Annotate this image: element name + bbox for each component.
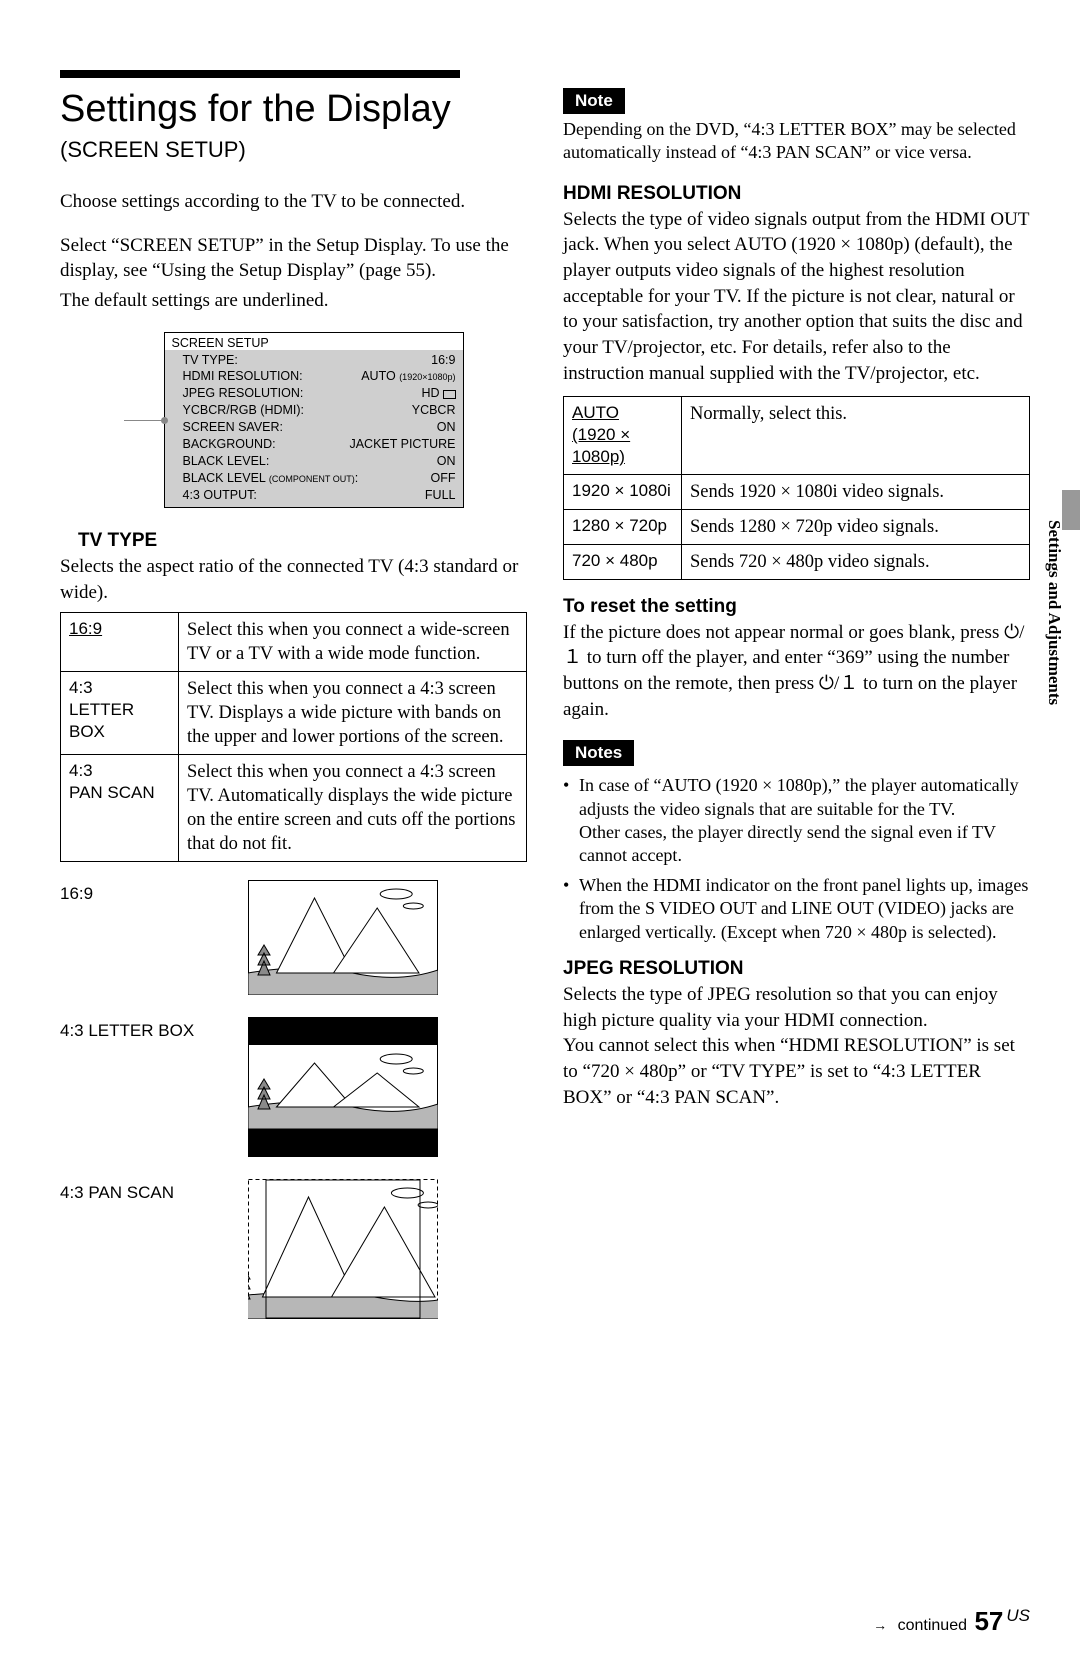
illustration-row: 16:9	[60, 880, 527, 995]
intro-paragraph-1: Choose settings according to the TV to b…	[60, 189, 527, 215]
menu-row: HDMI RESOLUTION:AUTO (1920×1080p)	[183, 368, 456, 385]
illustration-row: 4:3 LETTER BOX	[60, 1017, 527, 1157]
aspect-illustration	[248, 1017, 438, 1157]
continued-label: continued	[898, 1617, 967, 1634]
page-footer: continued 57US	[873, 1606, 1030, 1637]
hdmi-resolution-table: AUTO(1920 × 1080p)Normally, select this.…	[563, 396, 1030, 579]
table-row: 16:9Select this when you connect a wide-…	[61, 612, 527, 671]
hdmi-resolution-desc: Selects the type of video signals output…	[563, 207, 1030, 386]
menu-row: YCBCR/RGB (HDMI):YCBCR	[183, 402, 456, 419]
top-rule	[60, 70, 460, 78]
menu-row: 4:3 OUTPUT:FULL	[183, 487, 456, 504]
note-label: Note	[563, 88, 625, 114]
tv-type-heading: TV TYPE	[78, 530, 527, 552]
menu-row: BLACK LEVEL:ON	[183, 453, 456, 470]
notes-label: Notes	[563, 740, 634, 766]
illustration-label: 4:3 PAN SCAN	[60, 1179, 230, 1203]
illustration-label: 16:9	[60, 880, 230, 904]
reset-body: If the picture does not appear normal or…	[563, 620, 1030, 723]
table-row: 4:3PAN SCANSelect this when you connect …	[61, 754, 527, 861]
page-number: 57	[974, 1606, 1003, 1636]
tv-type-table: 16:9Select this when you connect a wide-…	[60, 612, 527, 862]
illustration-label: 4:3 LETTER BOX	[60, 1017, 230, 1041]
illustration-row: 4:3 PAN SCAN	[60, 1179, 527, 1319]
menu-row: JPEG RESOLUTION:HD	[183, 385, 456, 402]
page-title: Settings for the Display	[60, 88, 527, 131]
hdmi-resolution-heading: HDMI RESOLUTION	[563, 183, 1030, 205]
menu-row: BLACK LEVEL (COMPONENT OUT):OFF	[183, 470, 456, 487]
region-code: US	[1006, 1606, 1030, 1625]
menu-row: TV TYPE:16:9	[183, 352, 456, 369]
aspect-illustration	[248, 1179, 438, 1319]
jpeg-resolution-desc: Selects the type of JPEG resolution so t…	[563, 982, 1030, 1110]
aspect-illustration	[248, 880, 438, 995]
left-column: Settings for the Display (SCREEN SETUP) …	[60, 88, 527, 1341]
side-tab-label: Settings and Adjustments	[1044, 520, 1064, 705]
table-row: 4:3LETTERBOXSelect this when you connect…	[61, 671, 527, 754]
reset-heading: To reset the setting	[563, 596, 1030, 618]
menu-row: SCREEN SAVER:ON	[183, 419, 456, 436]
intro-paragraph-2: Select “SCREEN SETUP” in the Setup Displ…	[60, 233, 527, 284]
right-column: Note Depending on the DVD, “4:3 LETTER B…	[563, 88, 1030, 1341]
side-tab-mark	[1062, 490, 1080, 530]
menu-row: BACKGROUND:JACKET PICTURE	[183, 436, 456, 453]
note-body: Depending on the DVD, “4:3 LETTER BOX” m…	[563, 118, 1030, 165]
note-item: In case of “AUTO (1920 × 1080p),” the pl…	[563, 774, 1030, 868]
table-row: 1280 × 720pSends 1280 × 720p video signa…	[564, 509, 1030, 544]
table-row: 1920 × 1080iSends 1920 × 1080i video sig…	[564, 474, 1030, 509]
intro-paragraph-3: The default settings are underlined.	[60, 288, 527, 314]
note-item: When the HDMI indicator on the front pan…	[563, 874, 1030, 944]
menu-title: SCREEN SETUP	[165, 333, 463, 350]
page-subtitle: (SCREEN SETUP)	[60, 137, 527, 163]
notes-list: In case of “AUTO (1920 × 1080p),” the pl…	[563, 774, 1030, 944]
tv-type-desc: Selects the aspect ratio of the connecte…	[60, 554, 527, 605]
jpeg-resolution-heading: JPEG RESOLUTION	[563, 958, 1030, 980]
screen-setup-menu: SCREEN SETUP TV TYPE:16:9HDMI RESOLUTION…	[60, 332, 527, 509]
continued-arrow-icon	[873, 1617, 893, 1634]
menu-pointer-icon	[124, 420, 164, 421]
table-row: 720 × 480pSends 720 × 480p video signals…	[564, 544, 1030, 579]
table-row: AUTO(1920 × 1080p)Normally, select this.	[564, 397, 1030, 474]
